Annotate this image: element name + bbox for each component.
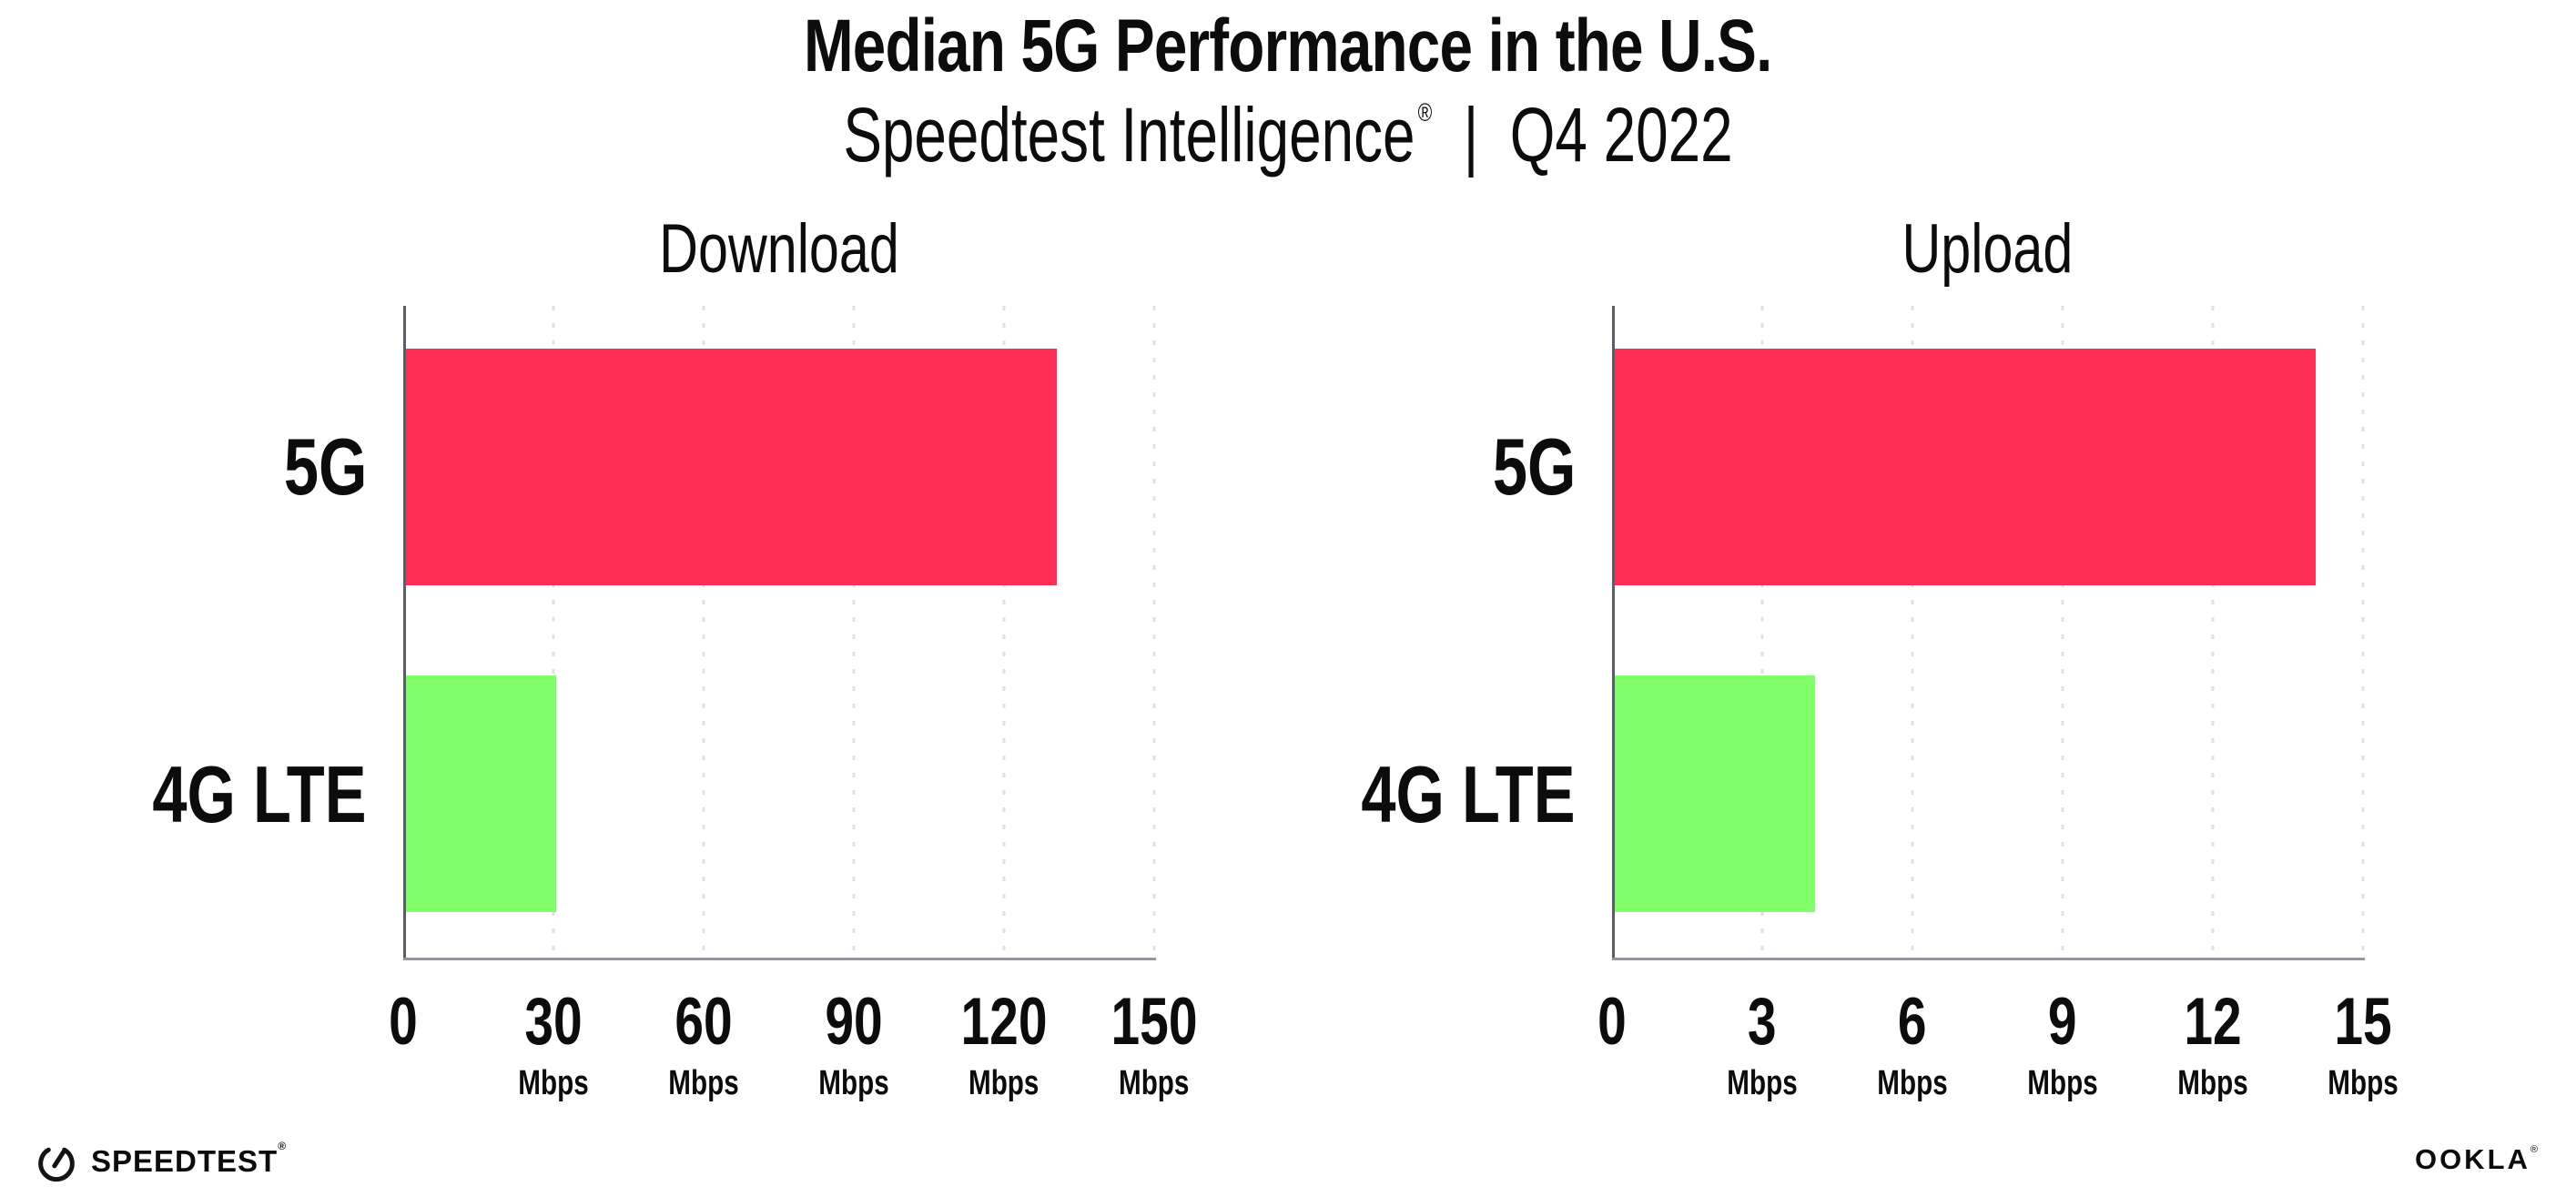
mbps-unit-label: Mbps	[2027, 1064, 2098, 1102]
x-tick-0: 0	[389, 985, 418, 1059]
x-tick-12: 12 Mbps	[2167, 989, 2257, 1101]
download-chart-title: Download	[658, 210, 899, 288]
x-tick-120: 120 Mbps	[948, 989, 1060, 1101]
speedometer-gauge-icon	[38, 1147, 75, 1182]
category-label-4g-lte: 4G LTE	[1361, 749, 1576, 839]
x-tick-30: 30 Mbps	[508, 989, 598, 1101]
y-axis	[1612, 306, 1615, 958]
x-tick-90: 90 Mbps	[808, 989, 898, 1101]
figure-title-text: Median 5G Performance in the U.S.	[804, 5, 1772, 87]
x-tick-6: 6 Mbps	[1867, 989, 1957, 1101]
bar-5g-upload	[1615, 349, 2316, 585]
registered-trademark-symbol: ®	[2530, 1143, 2538, 1155]
gridline	[1152, 306, 1156, 958]
upload-category-labels: 5G 4G LTE	[1193, 306, 1576, 958]
category-label-5g: 5G	[1492, 421, 1576, 512]
ookla-wordmark: OOKLA	[2414, 1143, 2530, 1175]
mbps-unit-label: Mbps	[818, 1064, 889, 1102]
mbps-unit-label: Mbps	[1877, 1064, 1948, 1102]
mbps-unit-label: Mbps	[969, 1064, 1040, 1102]
gridline	[2061, 306, 2064, 958]
download-chart: Download 5G 4G LTE 0 30 Mbps 60	[153, 215, 1198, 1101]
subtitle-period: Q4 2022	[1509, 92, 1733, 178]
gridline	[2361, 306, 2365, 958]
download-category-labels: 5G 4G LTE	[0, 306, 367, 958]
category-label-4g-lte: 4G LTE	[152, 749, 367, 839]
gridline	[702, 306, 705, 958]
bar-4g-lte-upload	[1615, 675, 1815, 912]
x-axis	[403, 958, 1156, 960]
x-tick-150: 150 Mbps	[1099, 989, 1210, 1101]
subtitle-separator: |	[1463, 92, 1479, 178]
mbps-unit-label: Mbps	[2177, 1064, 2248, 1102]
x-tick-3: 3 Mbps	[1717, 989, 1807, 1101]
x-tick-60: 60 Mbps	[658, 989, 748, 1101]
x-tick-9: 9 Mbps	[2017, 989, 2107, 1101]
gridline	[552, 306, 555, 958]
gridline	[852, 306, 856, 958]
upload-plot-area	[1612, 306, 2365, 960]
subtitle-brand: Speedtest Intelligence	[843, 92, 1415, 178]
x-axis	[1612, 958, 2365, 960]
bar-5g-download	[406, 349, 1057, 585]
download-plot-area	[403, 306, 1156, 960]
registered-trademark-symbol: ®	[1417, 98, 1433, 127]
gridline	[2211, 306, 2215, 958]
figure-title: Median 5G Performance in the U.S.	[0, 0, 2576, 84]
category-label-5g: 5G	[283, 421, 367, 512]
y-axis	[403, 306, 406, 958]
gridline	[1911, 306, 1914, 958]
gridline	[1760, 306, 1764, 958]
ookla-logo: OOKLA®	[2415, 1143, 2538, 1176]
upload-chart: Upload 5G 4G LTE 0 3 Mbps 6	[1362, 215, 2399, 1101]
registered-trademark-symbol: ®	[278, 1140, 288, 1152]
x-tick-15: 15 Mbps	[2317, 989, 2408, 1101]
x-tick-0: 0	[1597, 985, 1627, 1059]
bar-4g-lte-download	[406, 675, 556, 912]
upload-chart-title: Upload	[1902, 210, 2074, 288]
speedtest-logo: SPEEDTEST®	[33, 1138, 287, 1185]
mbps-unit-label: Mbps	[518, 1064, 589, 1102]
mbps-unit-label: Mbps	[1727, 1064, 1798, 1102]
mbps-unit-label: Mbps	[1119, 1064, 1190, 1102]
figure-header: Median 5G Performance in the U.S. Speedt…	[0, 0, 2576, 174]
mbps-unit-label: Mbps	[668, 1064, 739, 1102]
gridline	[1002, 306, 1006, 958]
speedtest-wordmark: SPEEDTEST®	[91, 1140, 288, 1178]
mbps-unit-label: Mbps	[2328, 1064, 2399, 1102]
figure-subtitle: Speedtest Intelligence ® | Q4 2022	[0, 96, 2576, 173]
